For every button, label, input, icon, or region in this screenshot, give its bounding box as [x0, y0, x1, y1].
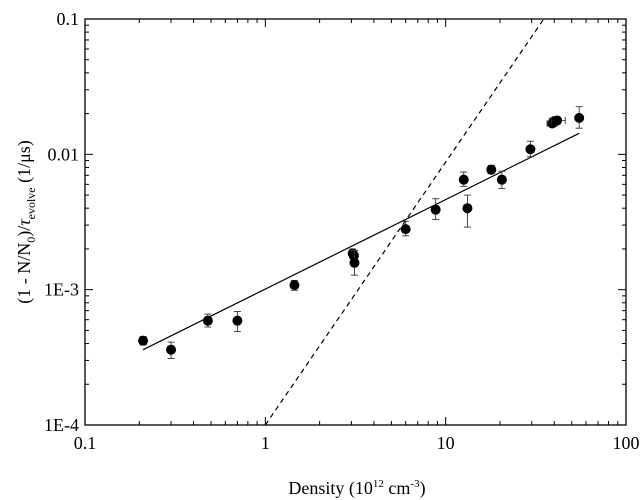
axis-ticks — [84, 19, 627, 426]
point-marker — [462, 203, 473, 214]
data-point — [430, 198, 441, 220]
point-marker — [525, 144, 536, 155]
point-marker — [486, 164, 497, 175]
data-point — [550, 115, 566, 126]
data-point — [349, 249, 360, 276]
dashed-fit-line — [264, 19, 545, 425]
data-point — [525, 140, 536, 158]
data-point — [486, 164, 497, 175]
solid-fit-line — [142, 132, 580, 351]
point-marker — [496, 174, 507, 185]
data-point — [202, 313, 213, 328]
x-tick-label: 10 — [437, 433, 455, 453]
point-marker — [458, 174, 469, 185]
data-point — [496, 170, 507, 189]
point-marker — [202, 315, 213, 326]
point-marker — [232, 315, 243, 326]
x-axis-title: Density (1012 cm-3) — [288, 478, 425, 499]
x-tick-label: 0.1 — [74, 433, 97, 453]
point-marker — [574, 112, 585, 123]
y-tick-label: 0.01 — [48, 144, 80, 164]
y-tick-label: 1E-4 — [44, 415, 79, 435]
point-marker — [138, 335, 149, 346]
x-tick-label: 100 — [613, 433, 640, 453]
data-point — [232, 311, 243, 333]
data-point — [574, 106, 585, 129]
data-point — [138, 335, 149, 346]
data-point — [166, 341, 177, 359]
point-marker — [166, 344, 177, 355]
x-tick-label: 1 — [261, 433, 270, 453]
data-points — [138, 106, 585, 359]
y-tick-label: 1E-3 — [44, 280, 79, 300]
point-marker — [430, 204, 441, 215]
plot-frame — [84, 18, 627, 426]
fit-lines — [142, 19, 580, 425]
y-axis-title: (1 - N/N0)/τevolve (1/μs) — [14, 140, 38, 304]
point-marker — [400, 224, 411, 235]
plot-border — [84, 18, 627, 426]
data-point — [462, 194, 473, 228]
point-marker — [289, 280, 300, 291]
data-point — [289, 279, 300, 291]
y-tick-label: 0.1 — [57, 9, 80, 29]
point-marker — [349, 257, 360, 268]
data-point — [400, 220, 411, 237]
point-marker — [552, 115, 563, 126]
data-point — [458, 171, 469, 187]
tick-labels: 0.1 1 10 100 1E-4 1E-3 0.01 0.1 — [44, 9, 640, 453]
